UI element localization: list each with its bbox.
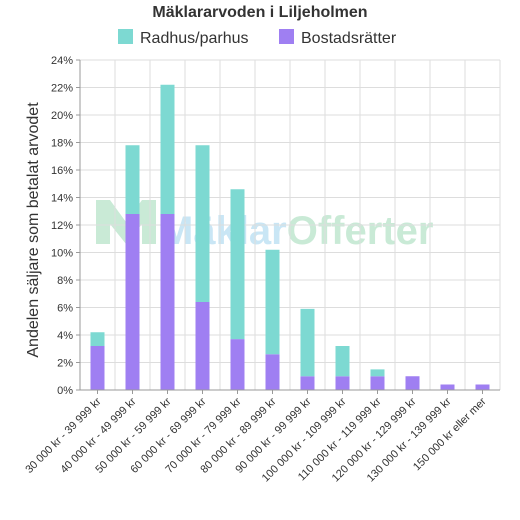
y-axis-label: Andelen säljare som betalat arvodet: [25, 102, 42, 358]
chart-title: Mäklararvoden i Liljeholmen: [152, 4, 367, 21]
bar-segment: [90, 346, 105, 390]
bar-segment: [300, 308, 315, 377]
bar-segment: [335, 346, 350, 377]
y-tick-label: 10%: [51, 248, 73, 260]
watermark: MäklarOfferter: [96, 200, 433, 253]
bar-segment: [370, 376, 385, 390]
bar-segment: [335, 376, 350, 390]
bar-segment: [230, 339, 245, 390]
bar-segment: [265, 354, 280, 390]
y-tick-label: 2%: [57, 358, 73, 370]
axis-layer: 0%2%4%6%8%10%12%14%16%18%20%22%24%30 000…: [23, 55, 500, 485]
y-tick-label: 0%: [57, 385, 73, 397]
y-tick-label: 24%: [51, 55, 73, 67]
grid-layer: [79, 59, 501, 391]
bar-segment: [475, 384, 490, 390]
legend-label: Bostadsrätter: [301, 30, 397, 47]
bar-segment: [125, 214, 140, 390]
bar-segment: [125, 145, 140, 214]
y-tick-label: 22%: [51, 83, 73, 95]
y-tick-label: 16%: [51, 165, 73, 177]
y-tick-label: 20%: [51, 110, 73, 122]
bar-segment: [230, 189, 245, 340]
y-tick-label: 4%: [57, 330, 73, 342]
bar-segment: [90, 332, 105, 346]
legend: Radhus/parhus Bostadsrätter: [118, 29, 397, 47]
bar-segment: [160, 84, 175, 214]
legend-label: Radhus/parhus: [140, 30, 249, 47]
bar-segment: [195, 302, 210, 390]
legend-item: Radhus/parhus: [118, 29, 249, 47]
bar-segment: [440, 384, 455, 390]
y-tick-label: 12%: [51, 220, 73, 232]
bar-segment: [370, 369, 385, 377]
y-tick-label: 6%: [57, 303, 73, 315]
y-tick-label: 18%: [51, 138, 73, 150]
y-tick-label: 8%: [57, 275, 73, 287]
legend-swatch: [279, 29, 294, 44]
bar-segment: [405, 376, 420, 390]
watermark-text-main: Mäklar: [160, 209, 287, 253]
bar-segment: [160, 214, 175, 390]
bar-segment: [300, 376, 315, 390]
y-tick-label: 14%: [51, 193, 73, 205]
bar-segment: [195, 145, 210, 302]
bar-segment: [265, 249, 280, 355]
legend-item: Bostadsrätter: [279, 29, 397, 47]
bars-layer: [90, 84, 490, 390]
legend-swatch: [118, 29, 133, 44]
